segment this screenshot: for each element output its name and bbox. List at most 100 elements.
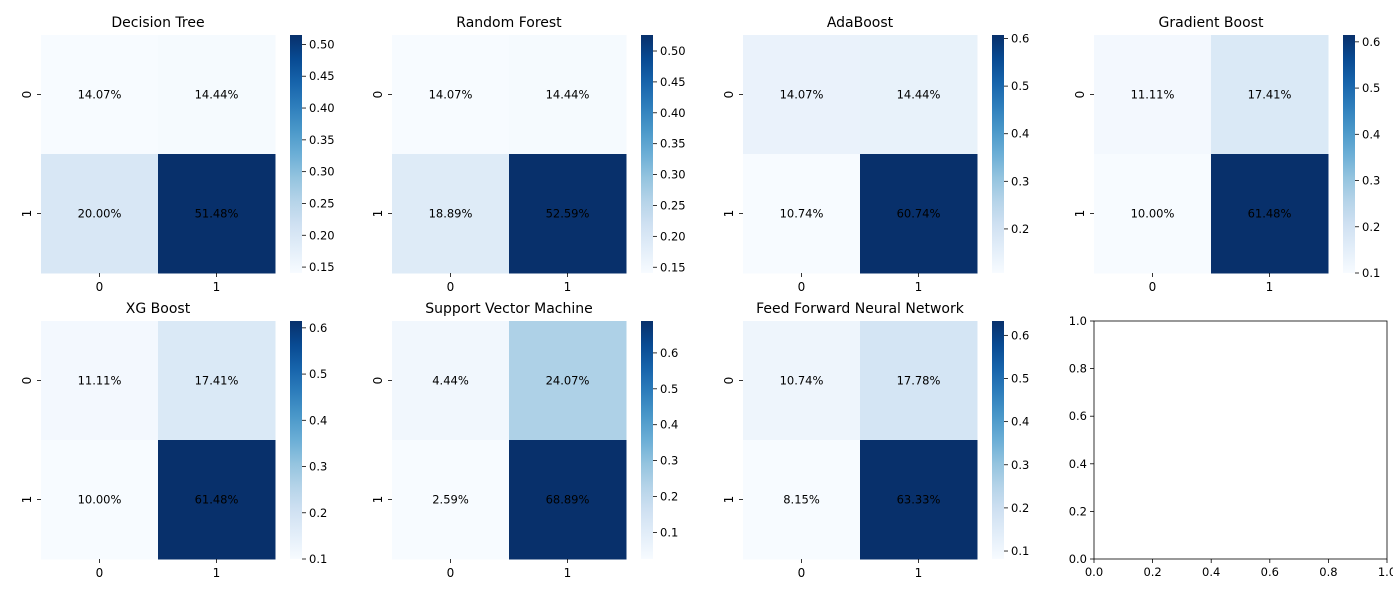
cell-annotation: 10.74%: [780, 374, 824, 388]
colorbar-tick-label: 0.20: [309, 228, 335, 242]
chart-panel-2: Random Forest 14.07% 14.44% 18.89% 52.59% 0 1 0…: [371, 15, 686, 294]
x-tick-label: 1: [564, 566, 572, 580]
heatmap-cell: [860, 35, 978, 155]
chart-title: Support Vector Machine: [425, 301, 592, 317]
colorbar-tick-label: 0.6: [660, 346, 678, 360]
y-tick-label: 0: [20, 377, 34, 385]
heatmap-cell: [509, 440, 627, 560]
x-tick-label: 0.2: [1143, 565, 1161, 579]
colorbar-tick-label: 0.1: [1362, 266, 1380, 280]
heatmap-cell: [41, 154, 159, 274]
heatmap-cell: [392, 440, 510, 560]
chart-panel-1: Decision Tree 14.07% 14.44% 20.00% 51.48% 0 1 0…: [20, 15, 335, 294]
colorbar-tick-label: 0.4: [1011, 415, 1029, 429]
colorbar-tick-label: 0.4: [309, 413, 327, 427]
x-tick-label: 0: [798, 566, 806, 580]
x-tick-label: 0: [447, 566, 455, 580]
heatmap-cell: [41, 321, 159, 441]
x-tick-label: 1.0: [1378, 565, 1393, 579]
colorbar-tick-label: 0.6: [1011, 32, 1029, 46]
chart-title: Gradient Boost: [1159, 15, 1264, 31]
colorbar-tick-label: 0.3: [1362, 174, 1380, 188]
cell-annotation: 14.07%: [780, 88, 824, 102]
colorbar-tick-label: 0.4: [1011, 127, 1029, 141]
heatmap-cell: [509, 321, 627, 441]
y-tick-label: 1: [371, 496, 385, 504]
colorbar-tick-label: 0.4: [1362, 127, 1380, 141]
y-tick-label: 0: [20, 91, 34, 99]
cell-annotation: 4.44%: [432, 374, 469, 388]
colorbar-tick-label: 0.45: [660, 75, 686, 89]
x-tick-label: 1: [915, 566, 923, 580]
y-tick-label: 1: [722, 496, 736, 504]
heatmap-cell: [1211, 35, 1329, 155]
colorbar-tick-label: 0.2: [1011, 501, 1029, 515]
x-tick-label: 1: [213, 566, 221, 580]
colorbar: [290, 321, 302, 559]
y-tick-label: 0: [371, 91, 385, 99]
colorbar-tick-label: 0.5: [660, 382, 678, 396]
y-tick-label: 0: [722, 91, 736, 99]
cell-annotation: 52.59%: [546, 207, 590, 221]
colorbar-tick-label: 0.1: [309, 552, 327, 566]
heatmap-cell: [41, 440, 159, 560]
y-tick-label: 0: [1073, 91, 1087, 99]
colorbar-tick-label: 0.20: [660, 229, 686, 243]
cell-annotation: 24.07%: [546, 374, 590, 388]
colorbar-tick-label: 0.6: [309, 321, 327, 335]
colorbar-tick-label: 0.3: [309, 460, 327, 474]
cell-annotation: 14.44%: [195, 88, 239, 102]
heatmap-cell: [743, 440, 861, 560]
chart-panel-5: XG Boost 11.11% 17.41% 10.00% 61.48% 0 1 0 1 0.1 0…: [20, 301, 327, 580]
colorbar-tick-label: 0.3: [660, 454, 678, 468]
colorbar: [641, 321, 653, 559]
colorbar-tick-label: 0.5: [1011, 371, 1029, 385]
y-tick-label: 0.4: [1069, 457, 1087, 471]
cell-annotation: 10.00%: [78, 493, 122, 507]
colorbar-tick-label: 0.5: [1362, 81, 1380, 95]
cell-annotation: 8.15%: [783, 493, 820, 507]
x-tick-label: 1: [1266, 280, 1274, 294]
x-tick-label: 0: [798, 280, 806, 294]
x-tick-label: 0.4: [1202, 565, 1220, 579]
colorbar: [641, 35, 653, 273]
x-tick-label: 0: [447, 280, 455, 294]
colorbar-tick-label: 0.30: [309, 165, 335, 179]
heatmap-cell: [158, 154, 276, 274]
x-tick-label: 1: [213, 280, 221, 294]
colorbar-tick-label: 0.50: [660, 44, 686, 58]
cell-annotation: 61.48%: [195, 493, 239, 507]
colorbar-tick-label: 0.2: [1011, 222, 1029, 236]
heatmap-cell: [158, 321, 276, 441]
heatmap-cell: [392, 35, 510, 155]
heatmap-cell: [158, 35, 276, 155]
y-tick-label: 1: [20, 496, 34, 504]
y-tick-label: 1: [20, 210, 34, 218]
heatmap-cell: [509, 35, 627, 155]
x-tick-label: 0: [96, 566, 104, 580]
colorbar-tick-label: 0.30: [660, 168, 686, 182]
y-tick-label: 0: [722, 377, 736, 385]
heatmap-cell: [1211, 154, 1329, 274]
colorbar-tick-label: 0.5: [309, 367, 327, 381]
x-tick-label: 0.8: [1319, 565, 1337, 579]
colorbar: [992, 321, 1004, 559]
chart-title: Random Forest: [456, 15, 562, 31]
colorbar-tick-label: 0.3: [1011, 174, 1029, 188]
heatmap-cell: [860, 154, 978, 274]
colorbar-tick-label: 0.6: [1011, 328, 1029, 342]
colorbar: [290, 35, 302, 273]
heatmap-cell: [1094, 35, 1212, 155]
cell-annotation: 10.74%: [780, 207, 824, 221]
x-tick-label: 0: [96, 280, 104, 294]
colorbar: [992, 35, 1004, 273]
cell-annotation: 11.11%: [1131, 88, 1175, 102]
chart-title: AdaBoost: [827, 15, 894, 31]
cell-annotation: 60.74%: [897, 207, 941, 221]
colorbar-tick-label: 0.40: [309, 101, 335, 115]
cell-annotation: 18.89%: [429, 207, 473, 221]
heatmap-cell: [509, 154, 627, 274]
x-tick-label: 0.0: [1085, 565, 1103, 579]
cell-annotation: 14.44%: [546, 88, 590, 102]
